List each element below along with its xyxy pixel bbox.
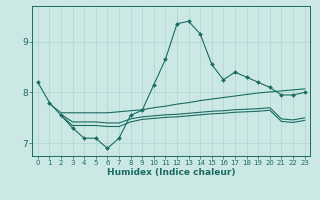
X-axis label: Humidex (Indice chaleur): Humidex (Indice chaleur)	[107, 168, 236, 177]
